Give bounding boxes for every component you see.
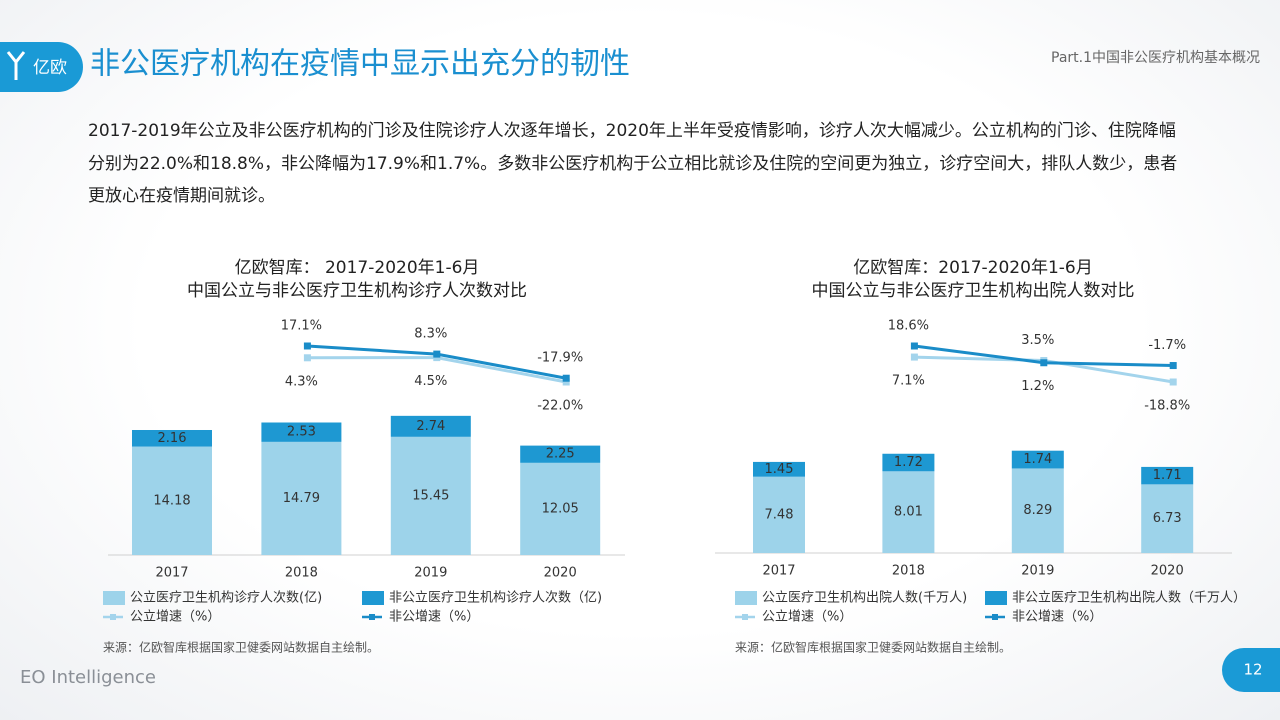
bar-segment — [753, 476, 805, 553]
bar-value-label: 1.45 — [765, 462, 794, 477]
growth-label: -1.7% — [1148, 338, 1186, 353]
growth-marker — [433, 350, 441, 358]
logo-text: 亿欧 — [33, 58, 67, 78]
bar-value-label: 6.73 — [1153, 511, 1182, 526]
legend-label: 公立增速（%） — [130, 610, 220, 625]
chart-title: 亿欧智库：2017-2020年1-6月 — [853, 258, 1092, 278]
bar-segment — [1141, 484, 1194, 553]
legend-swatch — [735, 591, 757, 605]
bar-segment — [882, 453, 935, 472]
bar-segment — [520, 462, 601, 555]
growth-label: -17.9% — [537, 351, 583, 366]
legend-label: 非公立医疗卫生机构出院人数（千万人） — [1012, 591, 1246, 606]
legend-swatch — [985, 591, 1007, 605]
legend-swatch — [362, 591, 384, 605]
bar-segment — [132, 429, 212, 447]
page-badge — [1222, 648, 1280, 692]
growth-marker — [1169, 378, 1177, 386]
growth-label: 1.2% — [1021, 379, 1054, 394]
legend-marker — [992, 614, 998, 620]
x-tick-label: 2017 — [762, 564, 795, 579]
legend-label: 非公增速（%） — [389, 610, 479, 625]
section-label: Part.1中国非公医疗机构基本概况 — [1051, 49, 1260, 66]
bar-value-label: 7.48 — [765, 507, 794, 522]
bar-value-label: 1.71 — [1153, 468, 1182, 483]
growth-marker — [303, 342, 311, 350]
chart-source: 来源：亿欧智库根据国家卫健委网站数据自主绘制。 — [103, 640, 379, 655]
bar-segment — [1141, 466, 1194, 485]
x-tick-label: 2020 — [1151, 564, 1184, 579]
growth-label: 3.5% — [1021, 333, 1054, 348]
bar-value-label: 1.74 — [1023, 452, 1052, 467]
x-tick-label: 2018 — [285, 566, 318, 581]
legend-swatch — [103, 591, 125, 605]
bar-value-label: 2.25 — [546, 447, 575, 462]
growth-marker — [1040, 359, 1048, 367]
growth-marker — [910, 353, 918, 361]
chart-title: 亿欧智库： 2017-2020年1-6月 — [235, 258, 480, 278]
bar-segment — [1011, 450, 1064, 469]
growth-label: 4.5% — [414, 374, 447, 389]
x-tick-label: 2019 — [1021, 564, 1054, 579]
growth-label: -18.8% — [1144, 399, 1190, 414]
bar-segment — [390, 415, 471, 437]
growth-label: 17.1% — [281, 319, 322, 334]
bar-value-label: 14.18 — [153, 493, 190, 508]
chart-subtitle: 中国公立与非公医疗卫生机构诊疗人次数对比 — [187, 281, 527, 301]
chart-source: 来源：亿欧智库根据国家卫健委网站数据自主绘制。 — [735, 640, 1011, 655]
bar-segment — [1011, 468, 1064, 553]
bar-value-label: 8.29 — [1023, 503, 1052, 518]
bar-value-label: 12.05 — [542, 501, 579, 516]
growth-marker — [1169, 362, 1177, 370]
page-number: 12 — [1243, 661, 1262, 679]
growth-label: 18.6% — [888, 319, 929, 334]
growth-label: 8.3% — [414, 327, 447, 342]
growth-label: 4.3% — [285, 374, 318, 389]
legend-marker — [110, 614, 116, 620]
bar-value-label: 2.16 — [158, 431, 187, 446]
chart-subtitle: 中国公立与非公医疗卫生机构出院人数对比 — [812, 281, 1135, 301]
footer-brand: EO Intelligence — [20, 667, 156, 688]
bar-segment — [520, 445, 601, 463]
legend-label: 公立医疗卫生机构诊疗人次数(亿) — [130, 590, 322, 606]
bar-value-label: 2.74 — [416, 419, 445, 434]
legend-marker — [742, 614, 748, 620]
x-tick-label: 2018 — [892, 564, 925, 579]
legend-label: 公立增速（%） — [762, 610, 852, 625]
bar-value-label: 15.45 — [412, 488, 449, 503]
growth-marker — [303, 354, 311, 362]
bar-segment — [753, 461, 805, 477]
growth-marker — [562, 378, 570, 386]
legend-label: 公立医疗卫生机构出院人数(千万人) — [762, 591, 967, 606]
bar-segment — [390, 436, 471, 555]
bar-segment — [261, 422, 342, 442]
legend-label: 非公立医疗卫生机构诊疗人次数（亿) — [389, 590, 602, 606]
growth-marker — [910, 342, 918, 350]
legend-marker — [369, 614, 375, 620]
growth-label: -22.0% — [537, 399, 583, 414]
bar-value-label: 14.79 — [283, 491, 320, 506]
slide-title: 非公医疗机构在疫情中显示出充分的韧性 — [90, 47, 630, 82]
legend-label: 非公增速（%） — [1012, 610, 1102, 625]
bar-segment — [261, 441, 342, 555]
x-tick-label: 2019 — [414, 566, 447, 581]
growth-marker — [562, 374, 570, 382]
x-tick-label: 2017 — [155, 566, 188, 581]
bar-value-label: 8.01 — [894, 505, 923, 520]
growth-label: 7.1% — [892, 374, 925, 389]
summary-paragraph: 2017-2019年公立及非公医疗机构的门诊及住院诊疗人次逐年增长，2020年上… — [88, 121, 1178, 206]
x-tick-label: 2020 — [544, 566, 577, 581]
bar-value-label: 2.53 — [287, 425, 316, 440]
bar-segment — [882, 471, 935, 553]
logo-icon — [6, 51, 26, 80]
bar-value-label: 1.72 — [894, 455, 923, 470]
bar-segment — [132, 446, 212, 555]
